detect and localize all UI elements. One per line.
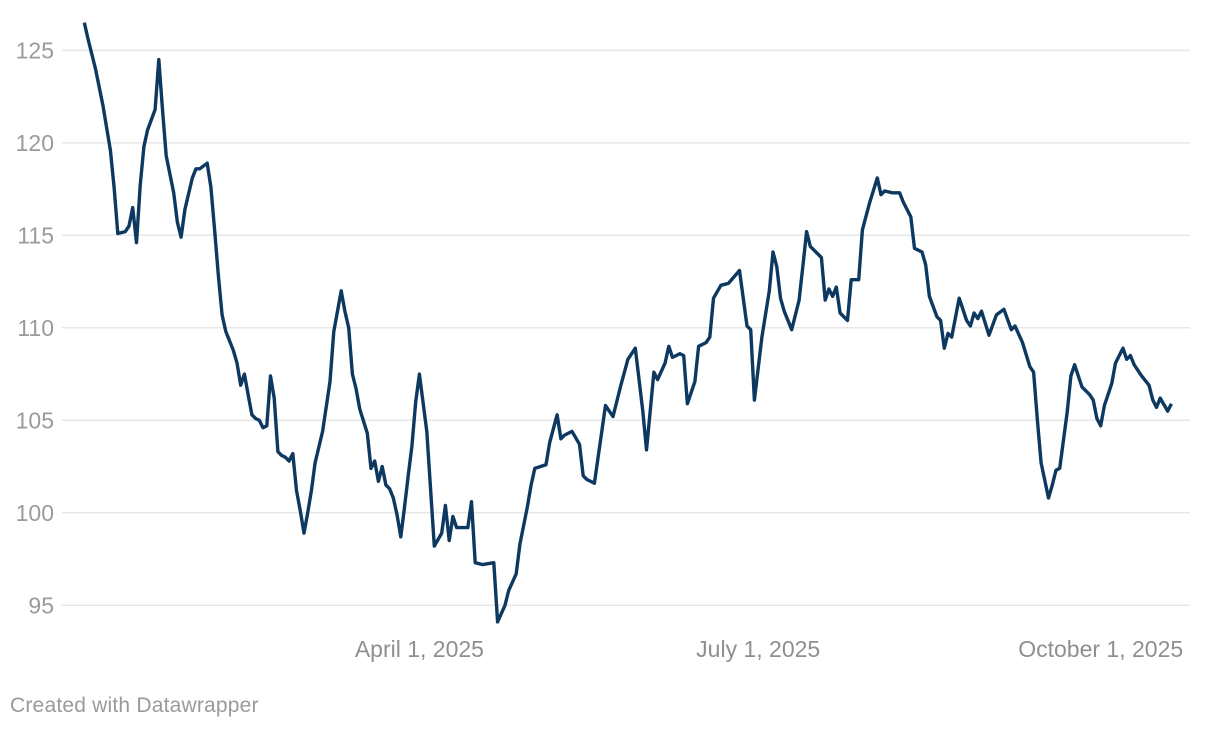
y-axis-tick-label: 125 [16,37,54,63]
y-axis-tick-label: 110 [17,315,54,341]
y-axis-tick-label: 105 [16,407,54,433]
x-axis-tick-label: July 1, 2025 [696,636,820,662]
x-axis-tick-label: April 1, 2025 [355,636,484,662]
x-axis-tick-label: October 1, 2025 [1018,636,1183,662]
y-axis-tick-label: 120 [16,130,54,156]
y-axis-tick-label: 115 [17,222,54,248]
attribution-text: Created with Datawrapper [10,694,259,717]
data-line [82,22,1173,624]
y-axis-tick-label: 100 [16,500,54,526]
y-axis-tick-label: 95 [28,592,54,618]
